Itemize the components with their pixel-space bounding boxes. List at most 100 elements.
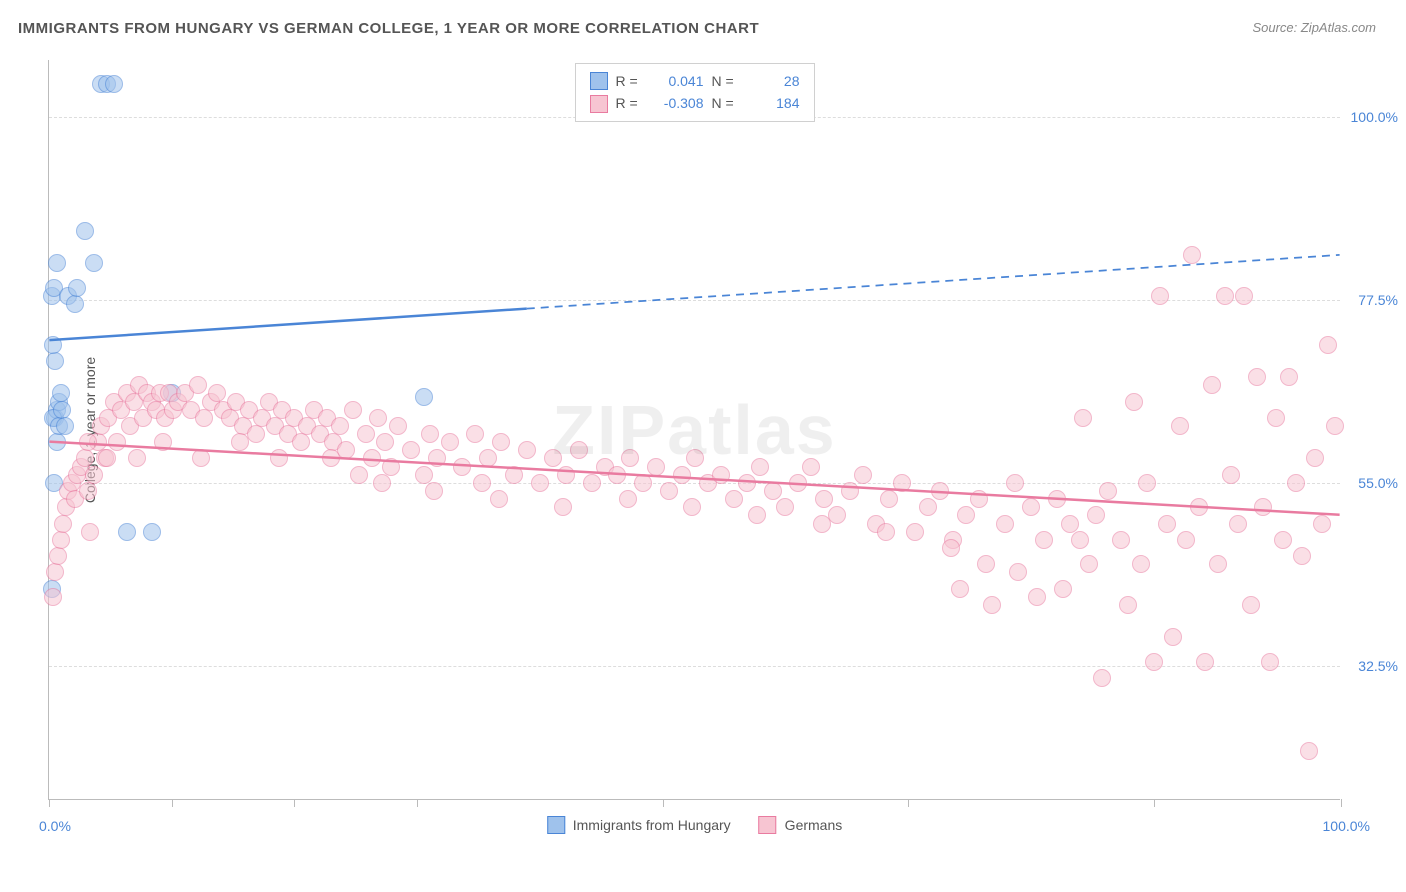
data-point — [195, 409, 213, 427]
data-point — [764, 482, 782, 500]
data-point — [322, 449, 340, 467]
x-tick — [663, 799, 664, 807]
data-point — [1028, 588, 1046, 606]
swatch-icon — [759, 816, 777, 834]
data-point — [570, 441, 588, 459]
data-point — [1138, 474, 1156, 492]
r-label: R = — [616, 70, 644, 92]
data-point — [712, 466, 730, 484]
data-point — [1112, 531, 1130, 549]
data-point — [518, 441, 536, 459]
data-point — [776, 498, 794, 516]
data-point — [1203, 376, 1221, 394]
data-point — [373, 474, 391, 492]
x-tick — [1341, 799, 1342, 807]
data-point — [53, 401, 71, 419]
x-tick — [417, 799, 418, 807]
r-value: -0.308 — [652, 92, 704, 114]
data-point — [619, 490, 637, 508]
data-point — [531, 474, 549, 492]
data-point — [118, 523, 136, 541]
legend-row-germans: R = -0.308 N = 184 — [590, 92, 800, 114]
data-point — [492, 433, 510, 451]
data-point — [49, 547, 67, 565]
data-point — [751, 458, 769, 476]
data-point — [942, 539, 960, 557]
data-point — [247, 425, 265, 443]
data-point — [1196, 653, 1214, 671]
data-point — [1099, 482, 1117, 500]
data-point — [1119, 596, 1137, 614]
data-point — [1229, 515, 1247, 533]
data-point — [738, 474, 756, 492]
data-point — [996, 515, 1014, 533]
data-point — [85, 466, 103, 484]
data-point — [189, 376, 207, 394]
plot-area: College, 1 year or more ZIPatlas R = 0.0… — [48, 60, 1340, 800]
data-point — [1326, 417, 1344, 435]
data-point — [977, 555, 995, 573]
data-point — [44, 588, 62, 606]
data-point — [98, 449, 116, 467]
data-point — [231, 433, 249, 451]
data-point — [1132, 555, 1150, 573]
data-point — [583, 474, 601, 492]
data-point — [686, 449, 704, 467]
data-point — [376, 433, 394, 451]
data-point — [1190, 498, 1208, 516]
data-point — [725, 490, 743, 508]
data-point — [505, 466, 523, 484]
data-point — [1274, 531, 1292, 549]
data-point — [906, 523, 924, 541]
data-point — [54, 515, 72, 533]
data-point — [683, 498, 701, 516]
data-point — [76, 449, 94, 467]
swatch-icon — [590, 72, 608, 90]
data-point — [143, 523, 161, 541]
n-value: 28 — [748, 70, 800, 92]
data-point — [828, 506, 846, 524]
data-point — [76, 222, 94, 240]
data-point — [1242, 596, 1260, 614]
chart-title: IMMIGRANTS FROM HUNGARY VS GERMAN COLLEG… — [18, 20, 759, 37]
data-point — [108, 433, 126, 451]
data-point — [789, 474, 807, 492]
data-point — [473, 474, 491, 492]
data-point — [554, 498, 572, 516]
data-point — [66, 295, 84, 313]
data-point — [1306, 449, 1324, 467]
data-point — [1261, 653, 1279, 671]
data-point — [79, 482, 97, 500]
data-point — [415, 466, 433, 484]
data-point — [1093, 669, 1111, 687]
data-point — [1267, 409, 1285, 427]
data-point — [957, 506, 975, 524]
data-point — [854, 466, 872, 484]
data-point — [1254, 498, 1272, 516]
data-point — [557, 466, 575, 484]
data-point — [813, 515, 831, 533]
data-point — [441, 433, 459, 451]
legend-label: Germans — [785, 817, 843, 833]
data-point — [337, 441, 355, 459]
data-point — [931, 482, 949, 500]
data-point — [421, 425, 439, 443]
legend-item-germans: Germans — [759, 816, 843, 834]
n-label: N = — [712, 92, 740, 114]
source-attribution: Source: ZipAtlas.com — [1252, 20, 1376, 35]
data-point — [56, 417, 74, 435]
data-point — [402, 441, 420, 459]
data-point — [1280, 368, 1298, 386]
data-point — [877, 523, 895, 541]
data-point — [802, 458, 820, 476]
data-point — [44, 336, 62, 354]
data-point — [608, 466, 626, 484]
data-point — [192, 449, 210, 467]
y-tick-label: 55.0% — [1358, 475, 1398, 491]
data-point — [1080, 555, 1098, 573]
data-point — [350, 466, 368, 484]
data-point — [490, 490, 508, 508]
data-point — [1022, 498, 1040, 516]
data-point — [389, 417, 407, 435]
data-point — [46, 563, 64, 581]
